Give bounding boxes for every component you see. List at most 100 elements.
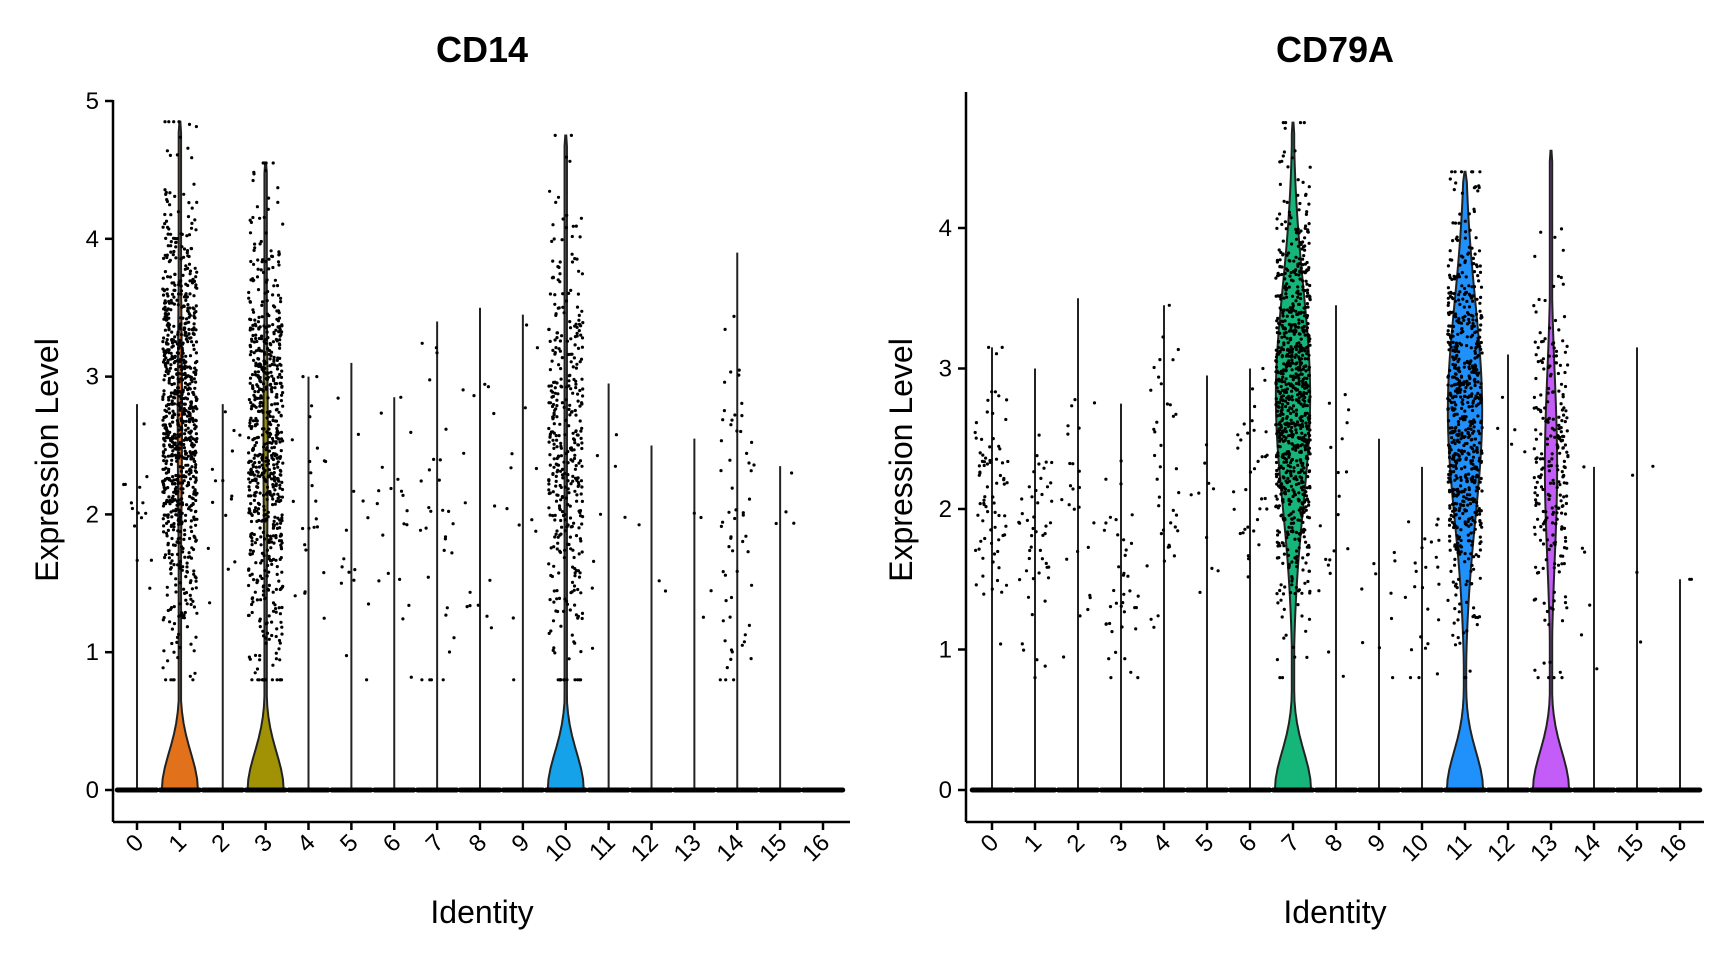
point <box>249 401 253 405</box>
point <box>1162 559 1166 563</box>
point <box>276 200 280 204</box>
point <box>271 340 275 344</box>
point <box>1452 621 1456 625</box>
point <box>1454 349 1458 353</box>
point <box>1544 558 1548 562</box>
point <box>997 444 1001 448</box>
point <box>1454 382 1458 386</box>
point <box>1471 256 1475 260</box>
point <box>189 226 194 230</box>
point <box>510 452 514 456</box>
point <box>1479 397 1483 402</box>
point <box>339 581 343 585</box>
point <box>250 543 254 547</box>
point <box>1286 464 1290 468</box>
point <box>1478 512 1482 516</box>
point <box>575 331 579 335</box>
point <box>264 641 268 645</box>
point <box>262 442 266 446</box>
point <box>1280 324 1284 328</box>
point <box>1478 301 1482 305</box>
point <box>1306 431 1310 436</box>
point <box>1250 387 1255 391</box>
point <box>1476 189 1480 193</box>
point <box>1465 359 1469 364</box>
point <box>1286 408 1290 413</box>
point <box>179 358 183 362</box>
point <box>172 402 176 406</box>
point <box>179 289 184 293</box>
x-tick-label: 5 <box>1191 829 1220 858</box>
point <box>163 361 167 366</box>
point <box>1304 212 1308 216</box>
point <box>721 520 725 524</box>
x-tick-label: 1 <box>164 829 193 858</box>
point <box>185 249 190 253</box>
point <box>162 389 166 393</box>
point <box>1448 177 1452 181</box>
point <box>509 466 513 470</box>
point <box>562 311 566 315</box>
point <box>1250 419 1254 423</box>
point <box>578 235 582 239</box>
point <box>1275 326 1279 330</box>
point <box>1475 446 1479 450</box>
point <box>1478 385 1482 389</box>
point <box>551 402 556 407</box>
point <box>1408 676 1413 680</box>
point <box>1453 221 1458 225</box>
point <box>271 418 275 423</box>
point <box>177 632 181 636</box>
point <box>1287 453 1291 457</box>
point <box>1297 231 1301 235</box>
point <box>1307 470 1311 474</box>
point <box>1291 361 1295 365</box>
point <box>1274 423 1278 427</box>
point <box>1265 507 1269 511</box>
point <box>1003 514 1007 518</box>
point <box>1557 328 1561 332</box>
point <box>1465 629 1469 633</box>
cluster-10 <box>1399 466 1445 793</box>
point <box>1435 523 1439 527</box>
point <box>1448 310 1452 314</box>
point <box>274 419 279 423</box>
point <box>737 368 741 372</box>
point <box>1563 536 1568 540</box>
point <box>174 256 178 260</box>
point <box>1152 427 1156 431</box>
point <box>1459 503 1463 507</box>
point <box>553 351 557 355</box>
point <box>1288 274 1292 278</box>
point <box>1002 482 1006 486</box>
point <box>1197 491 1201 495</box>
x-tick-label: 3 <box>1105 829 1134 858</box>
y-tick-label: 2 <box>86 501 99 528</box>
point <box>402 522 406 526</box>
point <box>987 345 991 349</box>
point <box>1536 346 1540 350</box>
point <box>252 498 256 502</box>
point <box>1283 438 1287 442</box>
point <box>167 556 171 560</box>
point <box>264 456 269 460</box>
point <box>553 408 557 412</box>
point <box>1278 485 1282 489</box>
point <box>265 491 269 495</box>
point <box>278 440 282 444</box>
point <box>1102 528 1106 532</box>
point <box>249 407 253 411</box>
point <box>790 471 794 475</box>
point <box>314 499 318 503</box>
point <box>1216 569 1220 573</box>
point <box>256 435 260 439</box>
point <box>1285 450 1289 454</box>
point <box>1468 294 1472 298</box>
point <box>181 550 185 554</box>
point <box>194 432 198 436</box>
point <box>1550 521 1555 525</box>
point <box>356 432 360 436</box>
point <box>1317 589 1321 593</box>
point <box>188 336 192 340</box>
point <box>575 493 579 497</box>
